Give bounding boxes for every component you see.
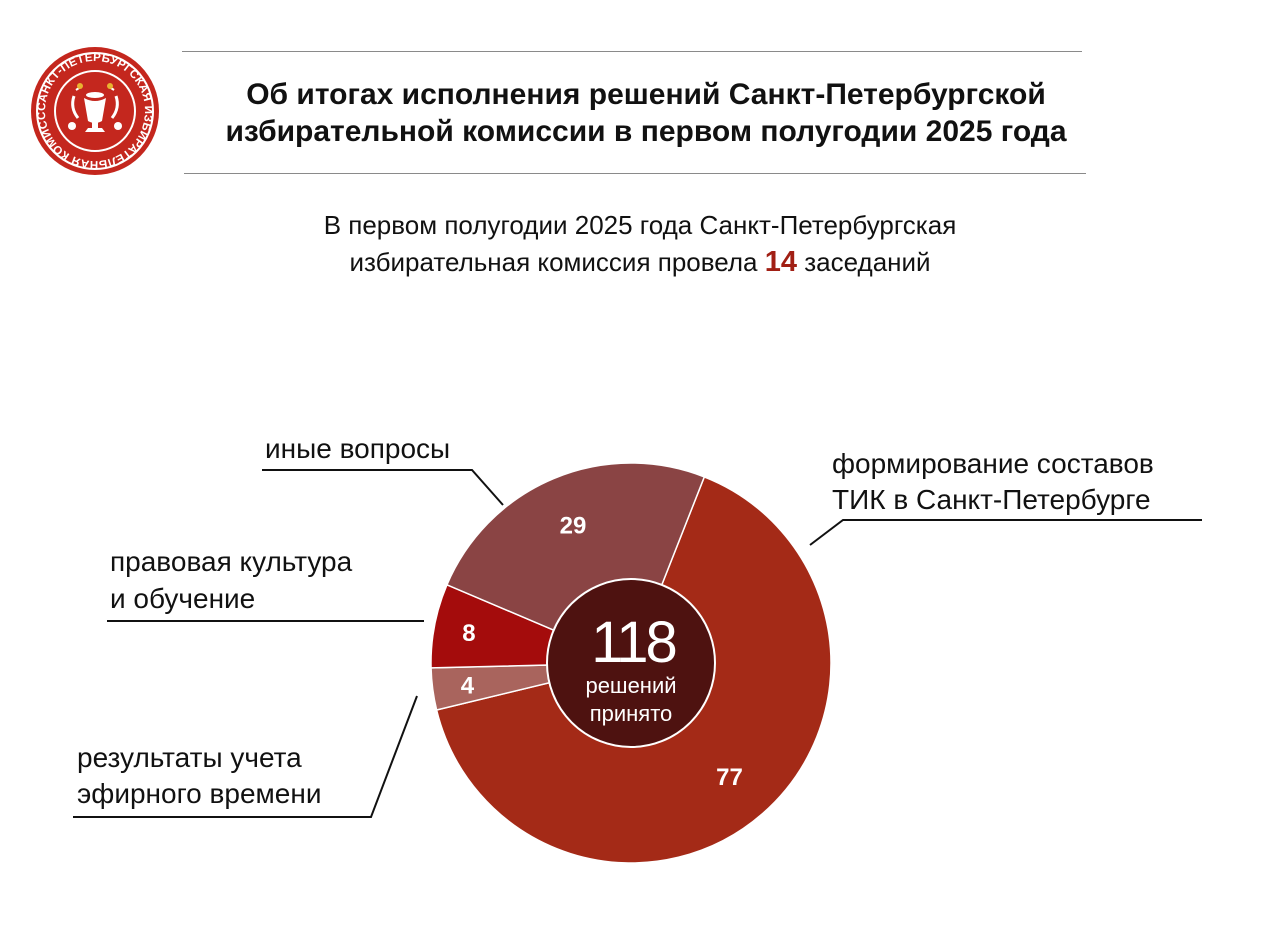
header-top-rule <box>182 51 1082 52</box>
intro-text: В первом полугодии 2025 года Санкт-Петер… <box>180 207 1100 281</box>
intro-line-2-after: заседаний <box>804 247 931 277</box>
slice-value-legal-culture: 8 <box>462 620 475 647</box>
category-label-airtime-line-2: эфирного времени <box>77 778 321 809</box>
page-title-line-1: Об итогах исполнения решений Санкт-Петер… <box>246 78 1046 111</box>
category-label-tik-line-1: формирование составов <box>832 448 1154 479</box>
meetings-count: 14 <box>764 246 798 278</box>
leader-line-airtime <box>73 695 418 818</box>
donut-center <box>546 578 716 748</box>
slice-value-other: 29 <box>560 513 587 540</box>
category-label-airtime-line-1: результаты учета <box>77 742 302 773</box>
leader-line-tik <box>809 519 1202 546</box>
ballot-urn-icon <box>68 85 122 132</box>
category-label-legal-culture: правовая культура и обучение <box>107 546 424 622</box>
intro-line-2-before: избирательная комиссия провела <box>349 247 758 277</box>
category-label-legal-culture-line-2: и обучение <box>110 583 255 614</box>
leader-line-other <box>262 469 504 506</box>
slice-value-labels: 77 4 8 29 <box>461 513 743 791</box>
category-label-airtime: результаты учета эфирного времени <box>73 695 418 818</box>
total-decisions-value: 118 <box>591 610 675 675</box>
intro-line-1: В первом полугодии 2025 года Санкт-Петер… <box>323 210 957 240</box>
category-label-other: иные вопросы <box>262 433 504 506</box>
category-label-tik-line-2: ТИК в Санкт-Петербурге <box>832 484 1151 515</box>
slice-value-tik: 77 <box>716 764 743 791</box>
total-decisions-label-1: решений <box>585 673 676 698</box>
page-title-line-2: избирательной комиссии в первом полугоди… <box>225 115 1067 148</box>
page-title: Об итогах исполнения решений Санкт-Петер… <box>182 76 1110 150</box>
election-commission-logo: САНКТ-ПЕТЕРБУРГСКАЯ ИЗБИРАТЕЛЬНАЯ КОМИСС… <box>30 46 159 175</box>
slice-value-airtime: 4 <box>461 672 475 699</box>
category-label-tik: формирование составов ТИК в Санкт-Петерб… <box>809 448 1202 546</box>
header-bottom-rule <box>184 173 1086 174</box>
total-decisions-label-2: принято <box>590 701 673 726</box>
category-label-legal-culture-line-1: правовая культура <box>110 546 353 577</box>
category-label-other-text: иные вопросы <box>265 433 450 464</box>
